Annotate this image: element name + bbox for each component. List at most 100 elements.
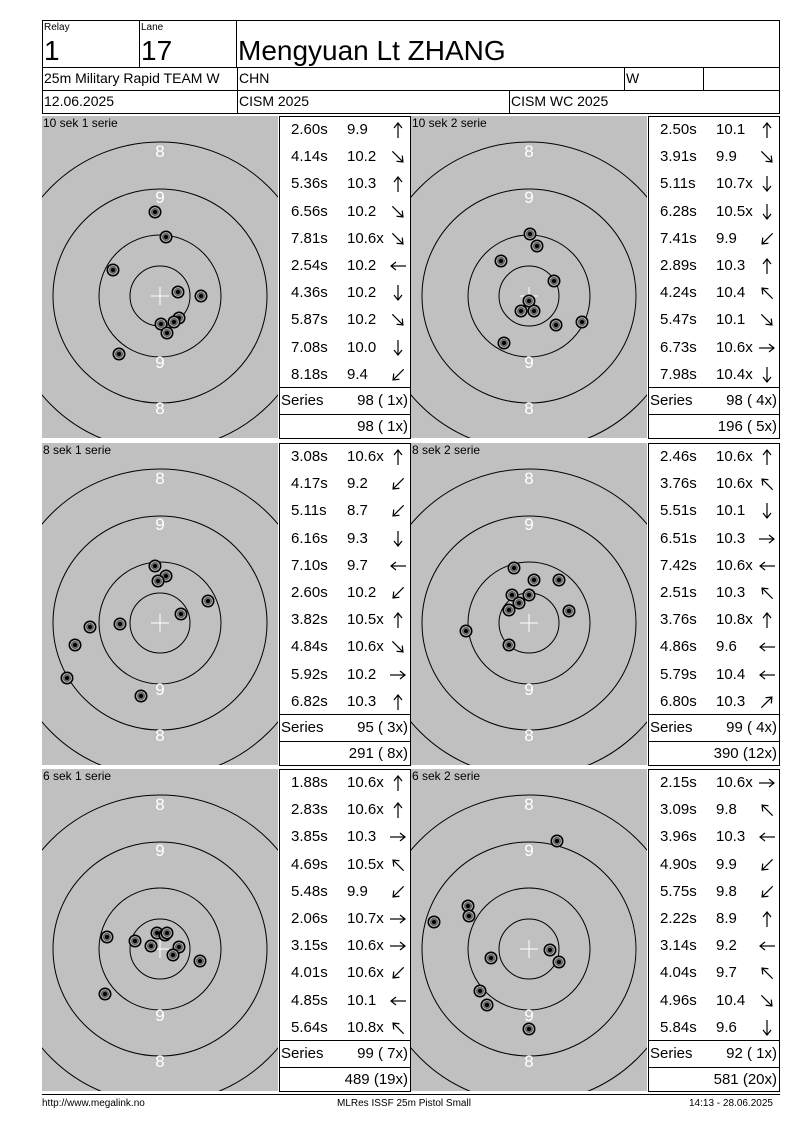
shot-row: 3.82s 10.5x — [280, 607, 410, 634]
shot-impact — [134, 689, 148, 703]
serie-label: 6 sek 1 serie — [43, 769, 112, 783]
shot-score: 10.4x — [716, 365, 753, 383]
shot-row: 3.85s 10.3 — [280, 824, 410, 851]
shot-impact — [473, 984, 487, 998]
shot-time: 2.50s — [660, 121, 697, 138]
shot-score: 9.9 — [347, 121, 368, 138]
shot-row: 5.75s 9.8 — [649, 879, 779, 906]
running-total: 98 ( 1x) — [357, 418, 408, 435]
series-total-row: Series 98 ( 4x) — [649, 387, 779, 415]
shot-impact — [201, 594, 215, 608]
shot-time: 2.60s — [291, 121, 328, 138]
shot-time: 6.56s — [291, 202, 328, 220]
shot-impact — [552, 573, 566, 587]
shot-time: 5.84s — [660, 1018, 697, 1036]
shot-row: 6.56s 10.2 — [280, 199, 410, 226]
shot-time: 3.76s — [660, 611, 697, 629]
shot-time: 7.42s — [660, 556, 697, 574]
shot-row: 6.82s 10.3 — [280, 689, 410, 716]
shot-direction-arrow-icon — [756, 636, 778, 658]
serie-label: 10 sek 2 serie — [412, 116, 487, 130]
shot-score: 10.3 — [716, 583, 746, 601]
shot-impact — [462, 909, 476, 923]
shot-impact — [522, 588, 536, 602]
shot-row: 6.51s 10.3 — [649, 526, 779, 553]
series-total-row: Series 95 ( 3x) — [280, 714, 410, 742]
shot-impact — [549, 318, 563, 332]
shot-score: 9.6 — [716, 1018, 737, 1036]
shot-time: 6.28s — [660, 202, 697, 220]
shot-impact — [148, 559, 162, 573]
shot-direction-arrow-icon — [387, 935, 409, 957]
shot-direction-arrow-icon — [756, 473, 778, 495]
shot-time: 3.96s — [660, 828, 697, 846]
ring-label: 8 — [524, 142, 533, 161]
shot-time: 4.90s — [660, 855, 697, 873]
shot-score: 10.8x — [716, 611, 753, 629]
shot-impact — [514, 304, 528, 318]
shot-row: 3.14s 9.2 — [649, 933, 779, 960]
shot-time: 2.22s — [660, 909, 697, 927]
running-total-row: 291 ( 8x) — [280, 741, 410, 767]
shot-direction-arrow-icon — [756, 528, 778, 550]
shot-row: 4.86s 9.6 — [649, 634, 779, 661]
shot-direction-arrow-icon — [387, 609, 409, 631]
shot-direction-arrow-icon — [387, 881, 409, 903]
name-cell: Mengyuan Lt ZHANG — [236, 20, 780, 68]
serie-label: 8 sek 2 serie — [412, 443, 481, 457]
shot-direction-arrow-icon — [756, 691, 778, 713]
shot-impact — [148, 205, 162, 219]
shot-row: 2.83s 10.6x — [280, 797, 410, 824]
shot-impact — [128, 934, 142, 948]
series-total: 92 ( 1x) — [726, 1045, 777, 1062]
running-total: 489 (19x) — [344, 1071, 408, 1088]
running-total-row: 98 ( 1x) — [280, 414, 410, 440]
shot-score: 10.6x — [347, 801, 384, 819]
ring-label: 8 — [155, 795, 164, 814]
shot-time: 5.48s — [291, 882, 328, 900]
shot-score: 9.3 — [347, 529, 368, 547]
running-total-row: 489 (19x) — [280, 1067, 410, 1093]
shot-direction-arrow-icon — [387, 173, 409, 195]
shot-time: 4.14s — [291, 148, 328, 166]
ring-label: 8 — [524, 795, 533, 814]
shot-impact — [507, 561, 521, 575]
bottom-rule — [42, 1094, 780, 1095]
shot-row: 5.87s 10.2 — [280, 307, 410, 334]
shot-direction-arrow-icon — [387, 555, 409, 577]
shot-direction-arrow-icon — [387, 473, 409, 495]
shot-impact — [523, 227, 537, 241]
shot-direction-arrow-icon — [387, 446, 409, 468]
shot-time: 3.08s — [291, 448, 328, 465]
shot-direction-arrow-icon — [756, 854, 778, 876]
shot-time: 4.96s — [660, 991, 697, 1009]
shot-score: 10.6x — [716, 475, 753, 493]
shot-score: 10.5x — [347, 855, 384, 873]
shot-score: 10.2 — [347, 202, 377, 220]
shot-row: 3.76s 10.6x — [649, 471, 779, 498]
series-total-row: Series 92 ( 1x) — [649, 1040, 779, 1068]
target-face: 8 9 9 8 — [411, 443, 647, 765]
shot-score: 10.3 — [347, 828, 377, 846]
shot-time: 5.11s — [660, 175, 696, 193]
series-label: Series — [650, 392, 693, 409]
shot-direction-arrow-icon — [387, 309, 409, 331]
ring-label: 9 — [524, 188, 533, 207]
ring-label: 8 — [155, 469, 164, 488]
shot-score: 10.4 — [716, 284, 746, 302]
shot-row: 2.50s 10.1 — [649, 117, 779, 144]
shot-time: 4.24s — [660, 284, 697, 302]
shot-direction-arrow-icon — [756, 446, 778, 468]
shot-score: 10.2 — [347, 256, 377, 274]
lane-cell: Lane 17 — [139, 20, 237, 68]
shot-impact — [547, 274, 561, 288]
running-total-row: 196 ( 5x) — [649, 414, 779, 440]
shot-score: 10.6x — [347, 937, 384, 955]
target-panel: 8 9 9 8 6 sek 2 serie — [411, 769, 647, 1091]
ring-label: 8 — [155, 399, 164, 418]
shot-row: 5.36s 10.3 — [280, 171, 410, 198]
date: 12.06.2025 — [44, 93, 115, 109]
shot-row: 3.96s 10.3 — [649, 824, 779, 851]
ring-label: 9 — [155, 515, 164, 534]
ring-label: 8 — [524, 469, 533, 488]
